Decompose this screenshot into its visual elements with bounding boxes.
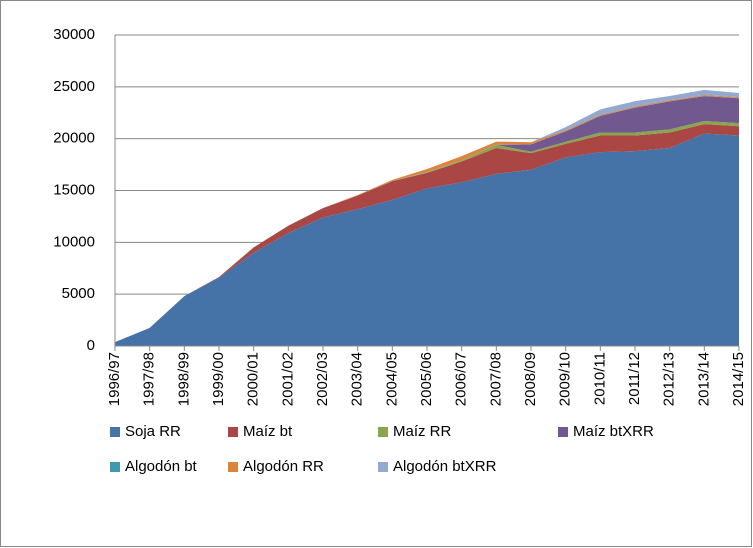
x-tick-label: 1998/99 xyxy=(175,352,192,406)
x-tick-label: 2007/08 xyxy=(487,352,504,406)
x-tick-label: 1996/97 xyxy=(106,352,123,406)
area xyxy=(115,96,739,343)
x-tick-label: 2009/10 xyxy=(557,352,574,406)
legend-swatch xyxy=(228,427,238,437)
legend-label: Soja RR xyxy=(125,423,181,440)
y-tick-label: 25000 xyxy=(53,78,95,95)
y-tick-label: 30000 xyxy=(53,26,95,43)
legend-label: Algodón btXRR xyxy=(393,458,497,475)
x-tick-label: 2004/05 xyxy=(383,352,400,406)
legend-swatch xyxy=(378,462,388,472)
legend-swatch xyxy=(378,427,388,437)
y-tick-label: 5000 xyxy=(62,285,95,302)
x-tick-label: 2012/13 xyxy=(661,352,678,406)
legend-label: Maíz btXRR xyxy=(573,423,654,440)
x-tick-label: 1997/98 xyxy=(141,352,158,406)
y-tick-label: 15000 xyxy=(53,181,95,198)
legend-label: Algodón bt xyxy=(125,458,198,475)
x-tick-label: 2003/04 xyxy=(349,352,366,406)
legend-label: Maíz RR xyxy=(393,423,452,440)
x-tick-label: 1999/00 xyxy=(210,352,227,406)
x-tick-label: 2011/12 xyxy=(626,352,643,405)
y-tick-label: 10000 xyxy=(53,233,95,250)
y-tick-label: 20000 xyxy=(53,130,95,147)
x-tick-label: 2010/11 xyxy=(591,352,608,405)
x-tick-label: 2006/07 xyxy=(453,352,470,406)
area xyxy=(115,133,739,346)
y-tick-label: 0 xyxy=(87,337,95,354)
x-tick-label: 2014/15 xyxy=(730,352,747,406)
legend-swatch xyxy=(110,427,120,437)
legend-label: Maíz bt xyxy=(243,423,293,440)
x-tick-label: 2005/06 xyxy=(418,352,435,406)
legend-swatch xyxy=(110,462,120,472)
x-tick-label: 2002/03 xyxy=(314,352,331,406)
x-tick-label: 2013/14 xyxy=(695,352,712,406)
legend-swatch xyxy=(558,427,568,437)
legend-swatch xyxy=(228,462,238,472)
x-tick-label: 2001/02 xyxy=(279,352,296,406)
x-tick-label: 2000/01 xyxy=(245,352,262,406)
legend-label: Algodón RR xyxy=(243,458,324,475)
x-tick-label: 2008/09 xyxy=(522,352,539,406)
